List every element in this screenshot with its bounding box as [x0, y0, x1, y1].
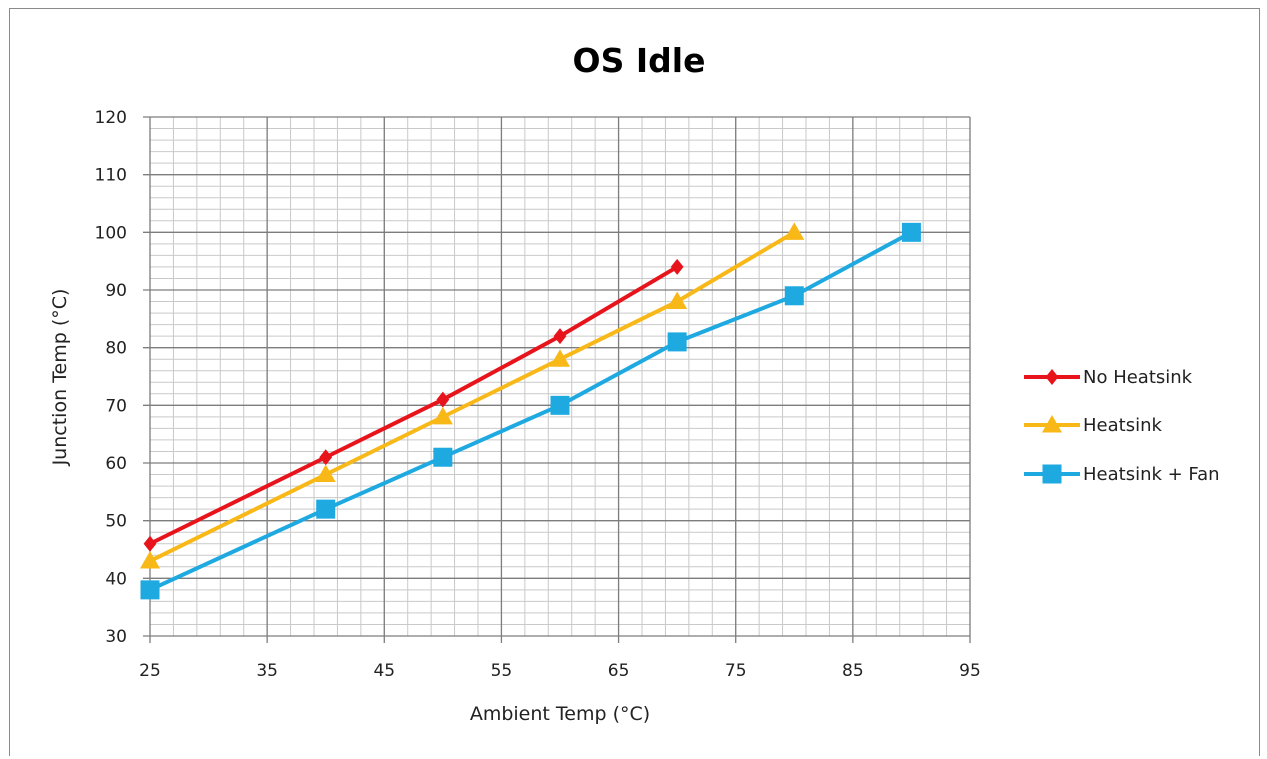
- legend-label: Heatsink + Fan: [1083, 464, 1220, 485]
- y-tick-label: 110: [95, 166, 127, 186]
- y-tick-label: 60: [105, 454, 127, 474]
- data-point: [433, 447, 453, 467]
- x-tick-label: 95: [959, 661, 981, 681]
- legend: No Heatsink Heatsink Heatsink + Fan: [1024, 367, 1220, 485]
- series-0: [143, 258, 684, 552]
- data-point: [667, 332, 687, 352]
- legend-item: No Heatsink: [1024, 367, 1193, 388]
- y-tick-label: 70: [105, 396, 127, 416]
- chart-title: OS Idle: [573, 41, 706, 80]
- data-point: [550, 395, 570, 415]
- legend-item: Heatsink + Fan: [1024, 464, 1220, 485]
- series-layer: [140, 222, 921, 600]
- x-axis-label: Ambient Temp (°C): [470, 703, 650, 725]
- data-point: [315, 464, 336, 483]
- data-point: [319, 449, 333, 466]
- y-axis-ticks: 30 40 50 60 70 80 90 100 110 120: [95, 108, 127, 647]
- x-tick-label: 85: [842, 661, 864, 681]
- x-tick-label: 35: [256, 661, 278, 681]
- series-line: [149, 230, 796, 563]
- legend-item: Heatsink: [1024, 415, 1162, 436]
- y-tick-label: 30: [105, 627, 127, 647]
- data-point: [784, 222, 805, 240]
- x-axis-ticks: 25 35 45 55 65 75 85 95: [139, 661, 981, 681]
- data-point: [143, 535, 157, 552]
- data-point: [140, 551, 160, 569]
- legend-label: Heatsink: [1083, 415, 1162, 436]
- y-tick-label: 90: [105, 281, 127, 301]
- x-tick-label: 75: [725, 661, 747, 681]
- grid-major: [143, 116, 971, 643]
- data-point: [553, 328, 567, 345]
- data-point: [436, 391, 450, 408]
- x-tick-label: 55: [491, 661, 513, 681]
- series-2: [140, 222, 921, 600]
- y-tick-label: 80: [105, 339, 127, 359]
- legend-label: No Heatsink: [1083, 367, 1193, 388]
- legend-marker: [1045, 369, 1059, 385]
- legend-marker: [1042, 415, 1062, 433]
- data-point: [432, 406, 453, 425]
- x-tick-label: 45: [373, 661, 395, 681]
- y-tick-label: 100: [95, 223, 127, 243]
- data-point: [670, 258, 684, 275]
- data-point: [784, 286, 804, 306]
- series-line: [149, 230, 913, 592]
- y-tick-label: 120: [95, 108, 127, 128]
- y-tick-label: 40: [105, 569, 127, 589]
- series-1: [140, 222, 805, 569]
- data-point: [550, 349, 570, 367]
- data-point: [140, 580, 160, 600]
- x-tick-label: 25: [139, 661, 161, 681]
- grid-minor: [149, 116, 971, 637]
- y-tick-label: 50: [105, 512, 127, 532]
- data-point: [667, 291, 688, 310]
- data-point: [316, 499, 336, 519]
- x-tick-label: 65: [608, 661, 630, 681]
- y-axis-label: Junction Temp (°C): [49, 289, 71, 467]
- legend-marker: [1042, 464, 1062, 484]
- data-point: [901, 222, 921, 242]
